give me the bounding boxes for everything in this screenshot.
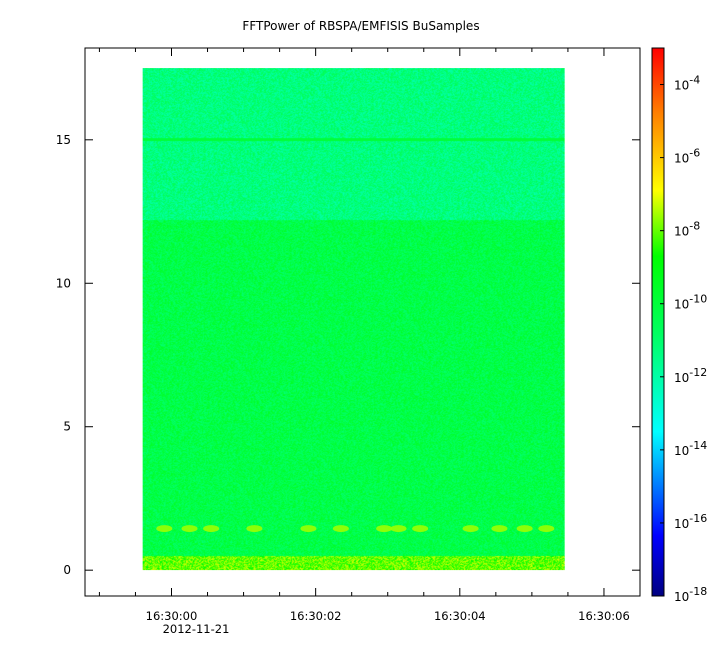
colorbar-tick-label: 10-8 — [674, 220, 700, 239]
colorbar — [651, 47, 665, 597]
x-date-label: 2012-11-21 — [163, 622, 230, 636]
burst-mark — [300, 525, 317, 533]
burst-mark — [246, 525, 263, 533]
x-tick-label: 16:30:06 — [578, 609, 630, 623]
burst-mark — [462, 525, 479, 533]
burst-mark — [203, 525, 220, 533]
colorbar-tick-label: 10-18 — [674, 585, 707, 604]
colorbar-tick-label: 10-6 — [674, 147, 700, 166]
x-tick-label: 16:30:00 — [146, 609, 198, 623]
colorbar-tick-label: 10-10 — [674, 293, 707, 312]
chart-title: FFTPower of RBSPA/EMFISIS BuSamples — [242, 19, 479, 33]
burst-mark — [516, 525, 533, 533]
y-tick-label: 0 — [63, 563, 71, 577]
burst-mark — [390, 525, 407, 533]
y-tick-label: 5 — [63, 420, 71, 434]
burst-mark — [332, 525, 349, 533]
x-tick-label: 16:30:02 — [290, 609, 342, 623]
burst-mark — [538, 525, 555, 533]
y-tick-label: 15 — [56, 133, 71, 147]
y-axis: 0 5 10 15 — [56, 133, 640, 577]
colorbar-ticks: 10-18 10-16 10-14 10-12 10-10 10-8 10-6 10-4 — [660, 74, 707, 604]
burst-mark — [376, 525, 393, 533]
x-axis: 16:30:00 16:30:02 16:30:04 16:30:06 — [98, 48, 630, 623]
burst-mark — [491, 525, 508, 533]
colorbar-tick-label: 10-4 — [674, 74, 700, 93]
spectrogram-heatmap — [142, 68, 565, 571]
colorbar-tick-label: 10-12 — [674, 366, 707, 385]
burst-mark — [412, 525, 429, 533]
burst-mark — [156, 525, 173, 533]
x-tick-label: 16:30:04 — [434, 609, 486, 623]
y-tick-label: 10 — [56, 276, 71, 290]
burst-mark — [181, 525, 198, 533]
burst-layer — [156, 525, 555, 533]
colorbar-tick-label: 10-16 — [674, 512, 707, 531]
colorbar-tick-label: 10-14 — [674, 439, 707, 458]
